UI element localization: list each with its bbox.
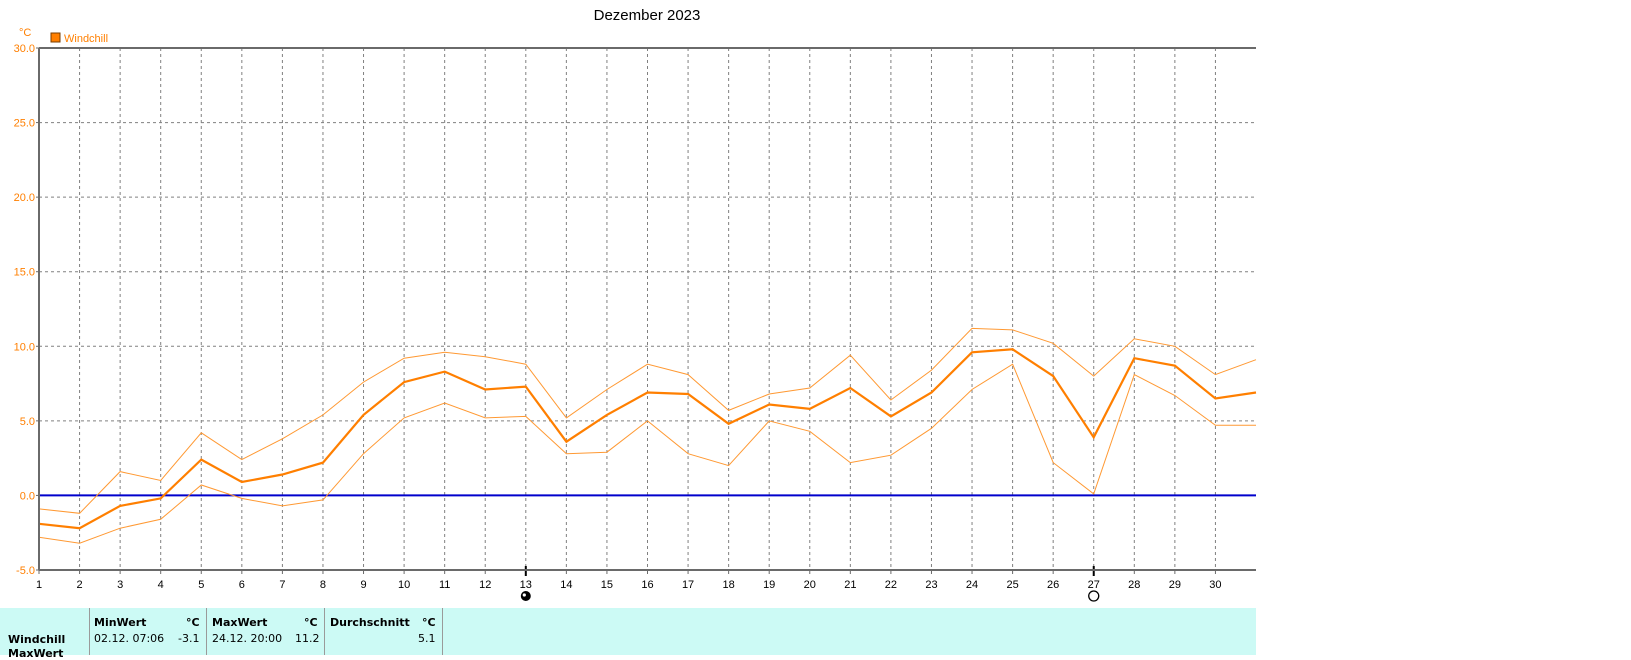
x-tick-label: 3 <box>117 579 123 591</box>
y-axis-unit: °C <box>19 27 31 39</box>
row-label-windchill: Windchill <box>8 633 66 646</box>
windchill-chart: Dezember 2023 °C Windchill 30.025.020.01… <box>14 7 1257 602</box>
y-tick-label: 25.0 <box>14 118 35 130</box>
x-tick-label: 22 <box>885 579 897 591</box>
column-separator <box>206 608 207 655</box>
series-line-min <box>38 363 1256 544</box>
full-moon-icon <box>520 591 531 601</box>
x-tick-label: 7 <box>279 579 285 591</box>
y-tick-labels: 30.0 25.0 20.0 15.0 10.0 5.0 0.0 -5.0 <box>14 43 35 577</box>
moon-phase-markers <box>520 566 1100 602</box>
full-moon-highlight <box>522 593 526 597</box>
y-tick-label: -5.0 <box>16 565 35 577</box>
column-separator <box>442 608 443 655</box>
chart-title: Dezember 2023 <box>594 7 701 24</box>
y-tick-label: 10.0 <box>14 341 35 353</box>
x-tick-label: 5 <box>198 579 204 591</box>
new-moon-icon <box>1088 590 1100 602</box>
x-tick-label: 14 <box>560 579 572 591</box>
y-tick-label: 20.0 <box>14 192 35 204</box>
row-label-maxwert: MaxWert <box>8 647 64 660</box>
x-tick-label: 28 <box>1128 579 1140 591</box>
series-line-max <box>38 327 1257 514</box>
y-tick-label: 30.0 <box>14 43 35 55</box>
x-tick-label: 4 <box>158 579 164 591</box>
y-tick-label: 0.0 <box>20 490 35 502</box>
x-tick-label: 19 <box>763 579 775 591</box>
x-tick-label: 27 <box>1088 579 1100 591</box>
max-value: 11.2 <box>295 632 320 645</box>
x-tick-label: 20 <box>804 579 816 591</box>
axes <box>38 47 1256 571</box>
legend-swatch <box>50 32 61 43</box>
avg-value: 5.1 <box>418 632 436 645</box>
header-min-unit: °C <box>186 616 200 629</box>
x-tick-label: 2 <box>77 579 83 591</box>
x-tick-label: 16 <box>641 579 653 591</box>
x-tick-label: 11 <box>439 579 450 591</box>
series-lines <box>38 327 1257 544</box>
x-tick-label: 13 <box>520 579 532 591</box>
header-maxwert: MaxWert <box>212 616 268 629</box>
x-tick-label: 8 <box>320 579 326 591</box>
y-tick-label: 5.0 <box>20 416 35 428</box>
max-time: 24.12. 20:00 <box>212 632 283 645</box>
x-tick-label: 23 <box>925 579 937 591</box>
header-minwert: MinWert <box>94 616 147 629</box>
x-tick-label: 18 <box>723 579 735 591</box>
min-value: -3.1 <box>178 632 200 645</box>
statistics-table: MinWert °C MaxWert °C Durchschnitt °C Wi… <box>0 608 1256 660</box>
x-tick-label: 17 <box>682 579 694 591</box>
x-tick-label: 6 <box>239 579 245 591</box>
series-line-mean <box>38 348 1257 530</box>
x-tick-label: 24 <box>966 579 978 591</box>
x-tick-label: 9 <box>360 579 366 591</box>
x-tick-label: 21 <box>844 579 856 591</box>
column-separator <box>89 608 90 655</box>
min-time: 02.12. 07:06 <box>94 632 165 645</box>
column-separator <box>324 608 325 655</box>
x-tick-label: 15 <box>601 579 613 591</box>
legend-label: Windchill <box>64 33 108 45</box>
x-tick-label: 26 <box>1047 579 1059 591</box>
x-tick-label: 30 <box>1209 579 1221 591</box>
x-tick-label: 29 <box>1169 579 1181 591</box>
header-avg-unit: °C <box>422 616 436 629</box>
y-tick-label: 15.0 <box>14 267 35 279</box>
header-max-unit: °C <box>304 616 318 629</box>
x-tick-label: 1 <box>36 579 42 591</box>
x-tick-labels: 1 2 3 4 5 6 7 8 9 10 11 12 13 14 15 16 17 18 19 20 21 22 23 24 2… <box>36 579 1222 591</box>
header-durchschnitt: Durchschnitt <box>330 616 410 629</box>
x-tick-label: 10 <box>398 579 410 591</box>
x-tick-label: 25 <box>1006 579 1018 591</box>
x-tick-label: 12 <box>479 579 491 591</box>
